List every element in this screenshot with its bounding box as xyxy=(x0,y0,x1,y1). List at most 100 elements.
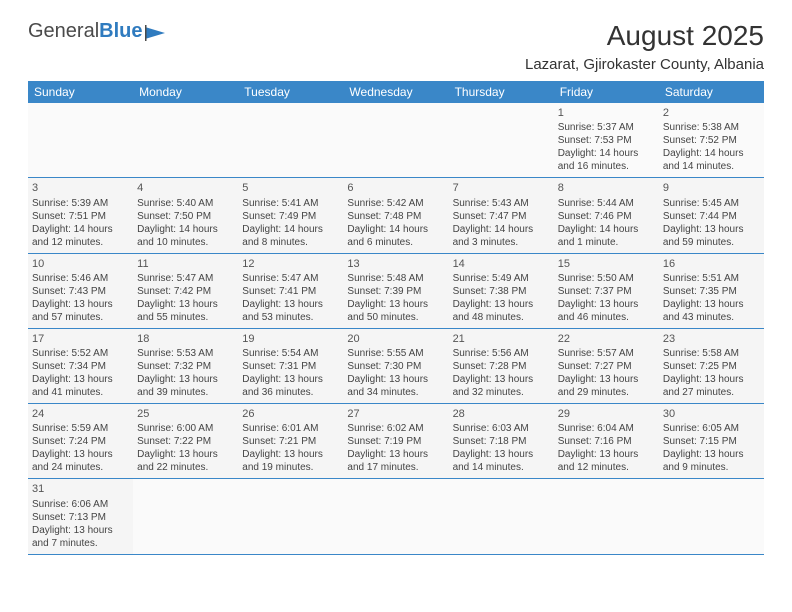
day-info: Sunrise: 5:56 AM xyxy=(453,347,550,360)
day-info: and 55 minutes. xyxy=(137,311,234,324)
day-info: Sunrise: 5:43 AM xyxy=(453,197,550,210)
calendar-cell: 29Sunrise: 6:04 AMSunset: 7:16 PMDayligh… xyxy=(554,404,659,479)
day-info: and 17 minutes. xyxy=(347,461,444,474)
day-info: Sunrise: 5:59 AM xyxy=(32,422,129,435)
day-info: Sunset: 7:25 PM xyxy=(663,360,760,373)
day-number: 12 xyxy=(242,257,339,271)
day-info: and 32 minutes. xyxy=(453,386,550,399)
day-info: and 46 minutes. xyxy=(558,311,655,324)
day-info: Sunrise: 6:04 AM xyxy=(558,422,655,435)
calendar-head: SundayMondayTuesdayWednesdayThursdayFrid… xyxy=(28,81,764,103)
day-number: 31 xyxy=(32,482,129,496)
calendar-cell: 9Sunrise: 5:45 AMSunset: 7:44 PMDaylight… xyxy=(659,178,764,253)
day-info: Daylight: 13 hours xyxy=(242,448,339,461)
day-number: 9 xyxy=(663,181,760,195)
calendar-cell: 8Sunrise: 5:44 AMSunset: 7:46 PMDaylight… xyxy=(554,178,659,253)
day-number: 30 xyxy=(663,407,760,421)
day-info: Sunset: 7:50 PM xyxy=(137,210,234,223)
day-info: Daylight: 13 hours xyxy=(663,373,760,386)
day-info: Sunset: 7:32 PM xyxy=(137,360,234,373)
day-info: Sunset: 7:22 PM xyxy=(137,435,234,448)
day-info: Daylight: 14 hours xyxy=(242,223,339,236)
day-info: Sunrise: 5:41 AM xyxy=(242,197,339,210)
day-number: 5 xyxy=(242,181,339,195)
day-info: Sunrise: 6:00 AM xyxy=(137,422,234,435)
day-info: Sunset: 7:35 PM xyxy=(663,285,760,298)
calendar-cell xyxy=(554,479,659,554)
calendar-cell xyxy=(133,103,238,178)
weekday-header: Saturday xyxy=(659,81,764,103)
day-info: and 36 minutes. xyxy=(242,386,339,399)
calendar-cell: 18Sunrise: 5:53 AMSunset: 7:32 PMDayligh… xyxy=(133,328,238,403)
calendar-table: SundayMondayTuesdayWednesdayThursdayFrid… xyxy=(28,81,764,555)
day-info: Sunset: 7:19 PM xyxy=(347,435,444,448)
day-info: Daylight: 13 hours xyxy=(453,373,550,386)
day-number: 13 xyxy=(347,257,444,271)
day-info: Sunset: 7:13 PM xyxy=(32,511,129,524)
location: Lazarat, Gjirokaster County, Albania xyxy=(525,56,764,73)
day-info: Daylight: 13 hours xyxy=(32,524,129,537)
day-number: 19 xyxy=(242,332,339,346)
day-info: Sunset: 7:43 PM xyxy=(32,285,129,298)
day-info: Sunset: 7:47 PM xyxy=(453,210,550,223)
day-info: Daylight: 13 hours xyxy=(453,298,550,311)
calendar-cell: 5Sunrise: 5:41 AMSunset: 7:49 PMDaylight… xyxy=(238,178,343,253)
day-info: Daylight: 14 hours xyxy=(137,223,234,236)
day-info: Daylight: 13 hours xyxy=(347,373,444,386)
day-info: Daylight: 13 hours xyxy=(242,298,339,311)
day-info: Sunset: 7:30 PM xyxy=(347,360,444,373)
calendar-cell: 6Sunrise: 5:42 AMSunset: 7:48 PMDaylight… xyxy=(343,178,448,253)
weekday-header: Friday xyxy=(554,81,659,103)
day-info: and 10 minutes. xyxy=(137,236,234,249)
day-info: and 8 minutes. xyxy=(242,236,339,249)
weekday-header: Thursday xyxy=(449,81,554,103)
calendar-cell: 2Sunrise: 5:38 AMSunset: 7:52 PMDaylight… xyxy=(659,103,764,178)
calendar-cell: 28Sunrise: 6:03 AMSunset: 7:18 PMDayligh… xyxy=(449,404,554,479)
day-info: Sunrise: 5:44 AM xyxy=(558,197,655,210)
day-info: and 34 minutes. xyxy=(347,386,444,399)
day-info: and 29 minutes. xyxy=(558,386,655,399)
day-number: 3 xyxy=(32,181,129,195)
day-info: Sunset: 7:39 PM xyxy=(347,285,444,298)
day-info: Daylight: 14 hours xyxy=(663,147,760,160)
logo: GeneralBlue xyxy=(28,20,167,43)
day-info: Sunset: 7:34 PM xyxy=(32,360,129,373)
day-number: 2 xyxy=(663,106,760,120)
day-number: 14 xyxy=(453,257,550,271)
day-info: Sunrise: 6:06 AM xyxy=(32,498,129,511)
day-info: Sunset: 7:41 PM xyxy=(242,285,339,298)
day-info: and 22 minutes. xyxy=(137,461,234,474)
calendar-row: 31 Sunrise: 6:06 AMSunset: 7:13 PMDayligh… xyxy=(28,479,764,554)
calendar-body: 1Sunrise: 5:37 AMSunset: 7:53 PMDaylight… xyxy=(28,103,764,554)
calendar-cell: 22Sunrise: 5:57 AMSunset: 7:27 PMDayligh… xyxy=(554,328,659,403)
day-number: 26 xyxy=(242,407,339,421)
calendar-cell: 20Sunrise: 5:55 AMSunset: 7:30 PMDayligh… xyxy=(343,328,448,403)
logo-text-1: General xyxy=(28,20,99,43)
day-info: Sunrise: 5:42 AM xyxy=(347,197,444,210)
day-number: 23 xyxy=(663,332,760,346)
calendar-cell: 23Sunrise: 5:58 AMSunset: 7:25 PMDayligh… xyxy=(659,328,764,403)
day-number: 17 xyxy=(32,332,129,346)
day-number: 1 xyxy=(558,106,655,120)
day-info: Daylight: 14 hours xyxy=(32,223,129,236)
day-info: Sunrise: 6:03 AM xyxy=(453,422,550,435)
calendar-cell xyxy=(133,479,238,554)
day-info: Daylight: 13 hours xyxy=(453,448,550,461)
day-info: Sunset: 7:27 PM xyxy=(558,360,655,373)
day-info: and 24 minutes. xyxy=(32,461,129,474)
day-info: Daylight: 13 hours xyxy=(242,373,339,386)
day-info: Sunset: 7:37 PM xyxy=(558,285,655,298)
calendar-cell xyxy=(449,479,554,554)
calendar-cell: 15Sunrise: 5:50 AMSunset: 7:37 PMDayligh… xyxy=(554,253,659,328)
day-number: 20 xyxy=(347,332,444,346)
calendar-cell: 24Sunrise: 5:59 AMSunset: 7:24 PMDayligh… xyxy=(28,404,133,479)
day-info: Daylight: 13 hours xyxy=(347,448,444,461)
day-info: and 43 minutes. xyxy=(663,311,760,324)
calendar-cell: 25Sunrise: 6:00 AMSunset: 7:22 PMDayligh… xyxy=(133,404,238,479)
calendar-cell: 1Sunrise: 5:37 AMSunset: 7:53 PMDaylight… xyxy=(554,103,659,178)
day-info: Sunset: 7:51 PM xyxy=(32,210,129,223)
day-info: Sunset: 7:18 PM xyxy=(453,435,550,448)
day-info: Sunrise: 5:47 AM xyxy=(242,272,339,285)
calendar-row: 3Sunrise: 5:39 AMSunset: 7:51 PMDaylight… xyxy=(28,178,764,253)
day-info: and 59 minutes. xyxy=(663,236,760,249)
